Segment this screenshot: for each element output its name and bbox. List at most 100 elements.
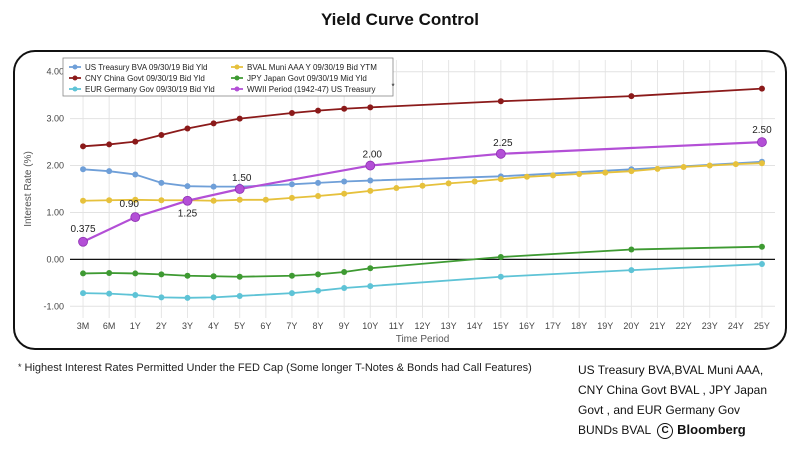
data-point [602,169,609,176]
data-point [80,143,87,150]
data-point [497,254,504,261]
data-point [132,138,139,145]
data-point [236,273,243,280]
data-point [680,163,687,170]
y-tick-label: 1.00 [46,207,64,217]
data-point [184,183,191,190]
data-point [367,283,374,290]
series-line-3 [83,245,762,278]
x-tick-label: 25Y [754,321,770,331]
source-line-4: BUNDs BVAL C Bloomberg [578,420,793,440]
footnote-text: Highest Interest Rates Permitted Under t… [24,362,532,374]
data-point [315,179,322,186]
legend-box [62,57,394,97]
legend-label: BVAL Muni AAA Y 09/30/19 Bid YTM [247,63,377,72]
data-point [365,160,376,171]
data-point [210,120,217,127]
data-point [132,292,139,299]
data-point [210,183,217,190]
source-last-line: BUNDs BVAL [578,423,652,437]
legend-swatch-dot [234,64,240,70]
data-point [654,165,661,172]
source-line-3: Govt , and EUR Germany Gov [578,403,741,417]
data-label: 0.375 [71,224,96,235]
x-tick-label: 13Y [441,321,457,331]
x-tick-label: 15Y [493,321,509,331]
data-point [130,212,141,223]
data-point [288,272,295,279]
data-point [80,290,87,297]
data-point [758,261,765,268]
data-point [288,290,295,297]
data-point [210,273,217,280]
y-tick-label: 2.00 [46,161,64,171]
data-point [132,270,139,277]
source-line-2: CNY China Govt BVAL , JPY Japan [578,383,767,397]
data-point [106,141,113,148]
footnote: * Highest Interest Rates Permitted Under … [18,362,532,374]
data-point [288,194,295,201]
data-point [497,273,504,280]
x-tick-label: 11Y [389,321,404,331]
legend-swatch-dot [72,64,78,70]
x-tick-label: 24Y [728,321,744,331]
data-point [628,246,635,253]
x-tick-label: 3Y [182,321,193,331]
y-tick-label: -1.00 [43,301,64,311]
data-point [288,181,295,188]
data-point [158,271,165,278]
data-label: 0.90 [120,199,140,210]
data-point [236,196,243,203]
data-point [758,243,765,250]
data-label: 2.00 [363,150,383,161]
data-point [182,195,193,206]
data-point [106,290,113,297]
data-point [758,85,765,92]
data-point [445,180,452,187]
bloomberg-logo: Bloomberg [677,422,746,437]
data-point [78,236,88,247]
data-point [628,267,635,274]
data-point [210,294,217,301]
data-point [158,179,165,186]
data-point [523,173,530,180]
y-tick-label: 3.00 [46,114,64,124]
legend-swatch-dot [234,75,240,81]
data-point [497,176,504,183]
x-tick-label: 18Y [571,321,587,331]
x-tick-label: 17Y [545,321,561,331]
legend-label: WWII Period (1942-47) US Treasury [247,85,375,94]
footnote-marker: * [18,362,22,372]
data-point [550,172,557,179]
data-label: 2.50 [752,125,772,136]
data-point [732,161,739,168]
data-point [315,271,322,278]
data-point [341,105,348,112]
data-point [106,269,113,276]
x-tick-label: 6Y [260,321,271,331]
legend-marker: * [392,82,395,91]
data-point [706,162,713,169]
data-point [367,104,374,111]
data-point [288,110,295,117]
data-point [628,93,635,100]
legend-label: EUR Germany Gov 09/30/19 Bid Yld [85,85,215,94]
legend-swatch-dot [72,86,78,92]
y-tick-label: 0.00 [46,254,64,264]
x-tick-label: 14Y [467,321,483,331]
x-tick-label: 1Y [130,321,141,331]
y-tick-label: 4.00 [46,67,64,77]
x-tick-label: 9Y [339,321,350,331]
source-line-1: US Treasury BVA,BVAL Muni AAA, [578,363,764,377]
chart-title: Yield Curve Control [320,10,480,29]
data-point [341,190,348,197]
x-tick-label: 16Y [519,321,535,331]
x-tick-label: 7Y [286,321,297,331]
data-point [132,196,139,203]
data-point [757,137,767,147]
data-point [367,265,374,272]
data-point [184,294,191,301]
x-tick-label: 4Y [208,321,219,331]
data-point [236,115,243,122]
data-point [471,178,478,185]
